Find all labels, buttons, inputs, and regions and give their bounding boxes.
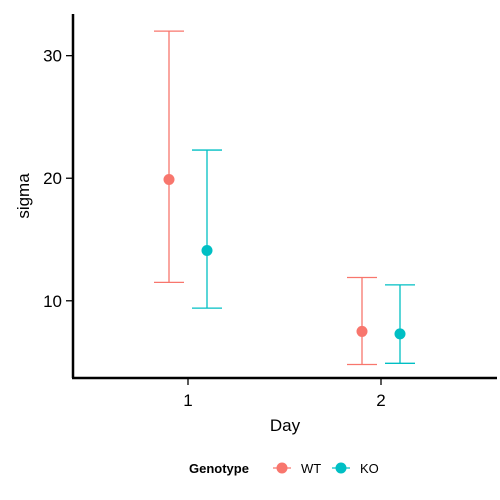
- legend-item-ko: KO: [332, 461, 379, 476]
- y-tick-label: 20: [43, 169, 62, 188]
- data-point: [201, 245, 213, 257]
- legend-title: Genotype: [189, 461, 249, 476]
- x-axis-title: Day: [270, 416, 301, 435]
- y-tick-label: 30: [43, 47, 62, 66]
- plot-marks: [154, 30, 415, 366]
- x-tick-label: 1: [183, 391, 192, 410]
- y-axis-title: sigma: [14, 173, 33, 219]
- data-point: [356, 325, 368, 337]
- series-wt: [154, 30, 377, 366]
- legend-items: WT KO: [273, 461, 379, 476]
- x-tick-label: 2: [376, 391, 385, 410]
- legend-label: KO: [360, 461, 379, 476]
- legend-item-wt: WT: [273, 461, 321, 476]
- legend-key-point: [276, 462, 288, 474]
- legend: Genotype WT KO: [189, 461, 379, 476]
- series-ko: [192, 149, 415, 364]
- data-point: [163, 173, 175, 185]
- legend-label: WT: [301, 461, 321, 476]
- legend-key-point: [335, 462, 347, 474]
- y-tick-label: 10: [43, 292, 62, 311]
- data-point: [394, 328, 406, 340]
- axes: 10 20 30 1 2: [43, 47, 386, 410]
